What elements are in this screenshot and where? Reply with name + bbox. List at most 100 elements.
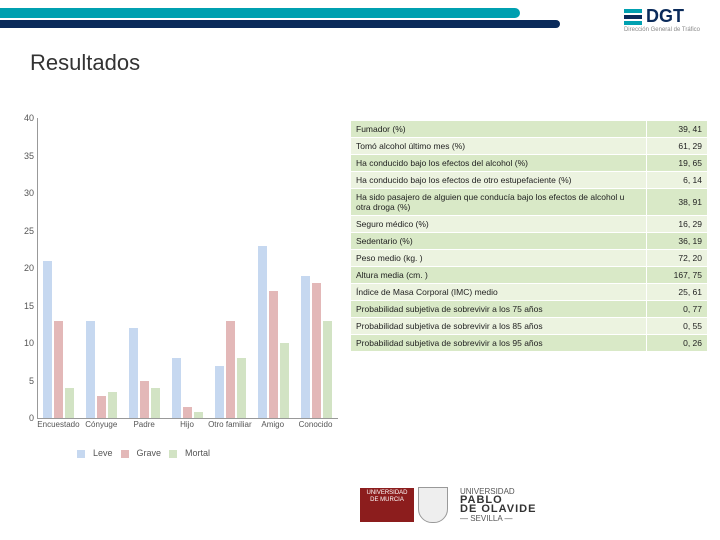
y-tick-label: 15: [18, 301, 34, 311]
bar: [172, 358, 181, 418]
table-row: Ha conducido bajo los efectos del alcoho…: [351, 155, 708, 172]
table-cell: Ha conducido bajo los efectos de otro es…: [351, 172, 647, 189]
footer-logos: UNIVERSIDAD DE MURCIA UNIVERSIDAD PABLO …: [360, 480, 710, 530]
header-bar-navy: [0, 20, 560, 28]
bar-group: [299, 118, 335, 418]
x-tick-label: Conocido: [294, 420, 338, 429]
table-cell: Probabilidad subjetiva de sobrevivir a l…: [351, 318, 647, 335]
legend-label: Leve: [93, 448, 113, 458]
stats-table: Fumador (%)39, 41Tomó alcohol último mes…: [350, 120, 708, 352]
bar: [151, 388, 160, 418]
legend-swatch: [169, 450, 177, 458]
bar-group: [213, 118, 249, 418]
bar: [43, 261, 52, 419]
legend-label: Mortal: [185, 448, 210, 458]
y-tick-label: 30: [18, 188, 34, 198]
x-tick-label: Hijo: [165, 420, 209, 429]
chart-plot-area: 0510152025303540: [37, 118, 338, 419]
legend-swatch: [121, 450, 129, 458]
table-cell: Tomó alcohol último mes (%): [351, 138, 647, 155]
um-shield-icon: [418, 487, 448, 523]
table-row: Ha sido pasajero de alguien que conducía…: [351, 189, 708, 216]
bar: [226, 321, 235, 419]
header-branding: DGT Dirección General de Tráfico: [0, 0, 720, 46]
table-cell: Probabilidad subjetiva de sobrevivir a l…: [351, 335, 647, 352]
table-row: Índice de Masa Corporal (IMC) medio25, 6…: [351, 284, 708, 301]
bar: [194, 412, 203, 418]
chart-legend: Leve Grave Mortal: [75, 448, 216, 458]
bar-group: [170, 118, 206, 418]
table-cell: Peso medio (kg. ): [351, 250, 647, 267]
table-cell: Ha sido pasajero de alguien que conducía…: [351, 189, 647, 216]
table-cell: 36, 19: [647, 233, 708, 250]
header-bar-teal: [0, 8, 520, 18]
table-row: Ha conducido bajo los efectos de otro es…: [351, 172, 708, 189]
bar: [323, 321, 332, 419]
dgt-logo: DGT Dirección General de Tráfico: [624, 6, 700, 34]
bar: [301, 276, 310, 419]
bar: [183, 407, 192, 418]
table-cell: Ha conducido bajo los efectos del alcoho…: [351, 155, 647, 172]
bar: [258, 246, 267, 419]
table-row: Probabilidad subjetiva de sobrevivir a l…: [351, 301, 708, 318]
table-row: Probabilidad subjetiva de sobrevivir a l…: [351, 318, 708, 335]
bar: [269, 291, 278, 419]
page-title: Resultados: [30, 50, 140, 76]
y-tick-label: 20: [18, 263, 34, 273]
table-row: Sedentario (%)36, 19: [351, 233, 708, 250]
bar: [237, 358, 246, 418]
x-tick-label: Amigo: [251, 420, 295, 429]
upo-city: — SEVILLA —: [460, 514, 512, 523]
table-cell: Seguro médico (%): [351, 216, 647, 233]
table-cell: 25, 61: [647, 284, 708, 301]
bar: [86, 321, 95, 419]
upo-logo: UNIVERSIDAD PABLO DE OLAVIDE — SEVILLA —: [460, 487, 536, 523]
y-tick-label: 40: [18, 113, 34, 123]
bar: [65, 388, 74, 418]
bar: [108, 392, 117, 418]
bar-group: [256, 118, 292, 418]
results-bar-chart: 0510152025303540 LeveGraveMortal Encuest…: [15, 118, 345, 468]
table-cell: 19, 65: [647, 155, 708, 172]
legend-swatch: [77, 450, 85, 458]
x-tick-label: Cónyuge: [79, 420, 123, 429]
bar-group: [41, 118, 77, 418]
table-cell: 61, 29: [647, 138, 708, 155]
table-row: Fumador (%)39, 41: [351, 121, 708, 138]
table-cell: Probabilidad subjetiva de sobrevivir a l…: [351, 301, 647, 318]
bar: [54, 321, 63, 419]
table-cell: 38, 91: [647, 189, 708, 216]
bar: [280, 343, 289, 418]
table-cell: Altura media (cm. ): [351, 267, 647, 284]
table-cell: 39, 41: [647, 121, 708, 138]
table-row: Seguro médico (%)16, 29: [351, 216, 708, 233]
bar: [215, 366, 224, 419]
y-tick-label: 35: [18, 151, 34, 161]
y-tick-label: 25: [18, 226, 34, 236]
bar-group: [84, 118, 120, 418]
bar: [312, 283, 321, 418]
upo-logo-text: UNIVERSIDAD PABLO DE OLAVIDE — SEVILLA —: [460, 487, 536, 523]
y-tick-label: 10: [18, 338, 34, 348]
y-tick-label: 5: [18, 376, 34, 386]
table-cell: 0, 26: [647, 335, 708, 352]
table-cell: 6, 14: [647, 172, 708, 189]
um-logo-block: UNIVERSIDAD DE MURCIA: [360, 488, 414, 522]
table-cell: 0, 55: [647, 318, 708, 335]
um-logo: UNIVERSIDAD DE MURCIA: [360, 487, 448, 523]
bar: [129, 328, 138, 418]
table-row: Peso medio (kg. )72, 20: [351, 250, 708, 267]
table-cell: Sedentario (%): [351, 233, 647, 250]
table-cell: 167, 75: [647, 267, 708, 284]
dgt-logo-bars-icon: [624, 7, 642, 27]
bar: [140, 381, 149, 419]
dgt-logo-text: DGT: [646, 6, 684, 26]
dgt-logo-subtitle: Dirección General de Tráfico: [624, 27, 700, 34]
bar: [97, 396, 106, 419]
x-tick-label: Otro familiar: [208, 420, 252, 429]
table-row: Altura media (cm. )167, 75: [351, 267, 708, 284]
legend-label: Grave: [137, 448, 162, 458]
table-row: Tomó alcohol último mes (%)61, 29: [351, 138, 708, 155]
y-tick-label: 0: [18, 413, 34, 423]
table-cell: 16, 29: [647, 216, 708, 233]
